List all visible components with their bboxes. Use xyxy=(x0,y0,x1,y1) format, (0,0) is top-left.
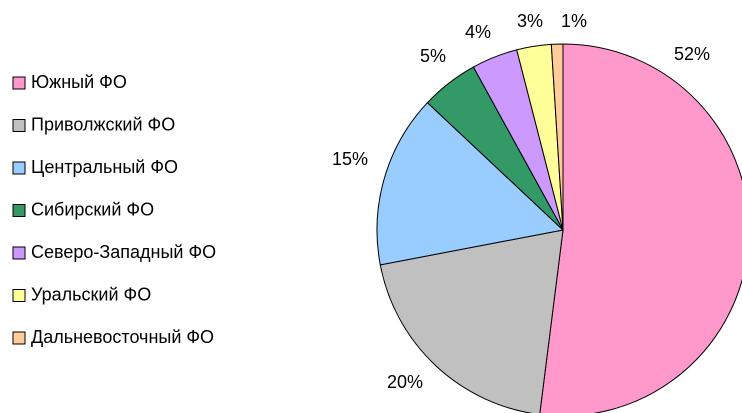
legend-swatch xyxy=(12,119,26,132)
legend-label: Дальневосточный ФО xyxy=(31,327,214,347)
pie-slice xyxy=(539,43,742,413)
legend-swatch xyxy=(12,204,26,217)
pie-slice xyxy=(379,229,564,413)
legend-label: Южный ФО xyxy=(31,72,127,92)
data-label: 52% xyxy=(674,44,710,64)
data-label: 20% xyxy=(387,372,423,392)
legend-swatch xyxy=(12,161,26,175)
legend-swatch xyxy=(12,76,26,90)
legend-swatch xyxy=(12,246,26,260)
data-label: 3% xyxy=(517,11,543,31)
data-label: 1% xyxy=(561,11,587,31)
legend-label: Уральский ФО xyxy=(31,284,151,304)
data-label: 4% xyxy=(465,22,491,42)
legend-swatch xyxy=(12,289,26,302)
legend-label: Центральный ФО xyxy=(31,157,178,177)
legend-label: Приволжский ФО xyxy=(31,114,175,134)
data-label: 15% xyxy=(332,149,368,169)
data-label: 5% xyxy=(420,46,446,66)
pie-slice xyxy=(550,43,564,231)
legend-label: Сибирский ФО xyxy=(31,199,154,219)
pie-slice xyxy=(376,101,565,266)
legend-label: Северо-Западный ФО xyxy=(31,242,216,262)
legend-swatch xyxy=(12,331,26,345)
